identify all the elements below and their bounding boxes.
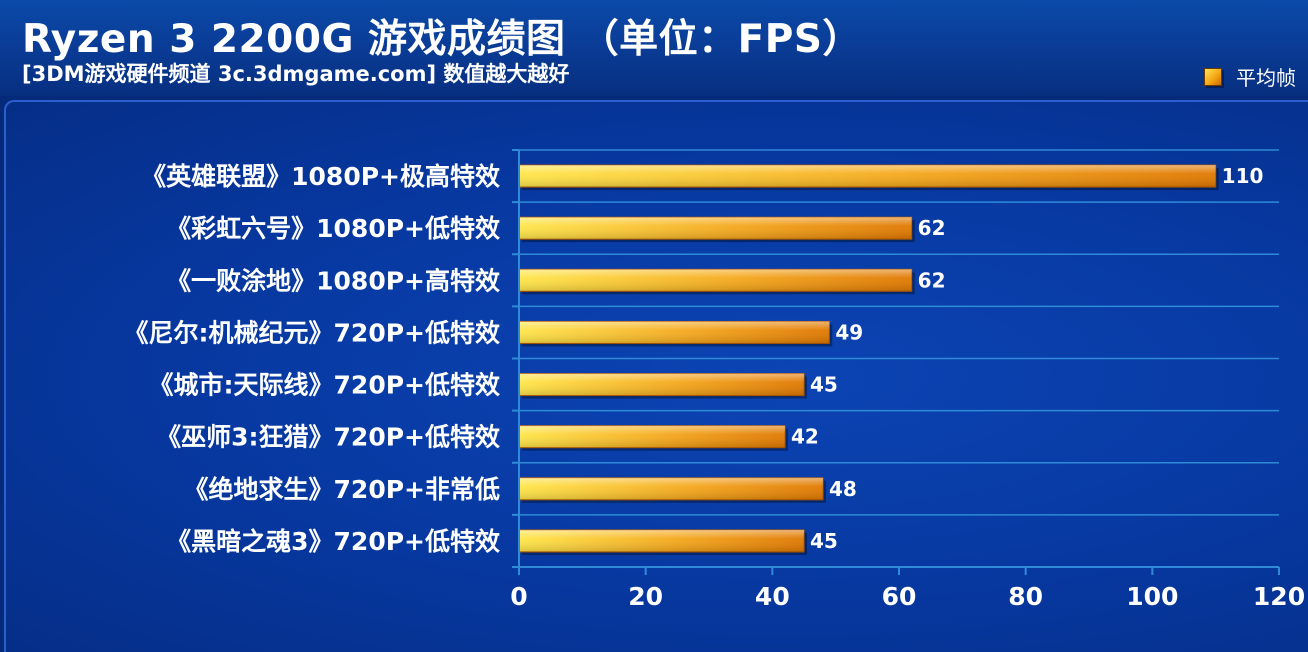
chart-subtitle: [3DM游戏硬件频道 3c.3dmgame.com] 数值越大越好 [22, 62, 570, 86]
data-label: 45 [810, 529, 838, 553]
category-label: 《巫师3:狂猎》720P+低特效 [156, 423, 500, 452]
category-label: 《尼尔:机械纪元》720P+低特效 [124, 318, 500, 347]
bar-highlight [519, 321, 830, 344]
bar-highlight [519, 425, 785, 448]
bar-highlight [519, 373, 804, 396]
data-label: 48 [829, 477, 857, 501]
category-label: 《黑暗之魂3》720P+低特效 [166, 527, 500, 556]
data-label: 45 [810, 373, 838, 397]
category-label: 《英雄联盟》1080P+极高特效 [141, 162, 500, 191]
x-tick-label: 100 [1126, 582, 1178, 611]
bar-highlight [519, 529, 804, 552]
x-tick-label: 60 [882, 582, 917, 611]
header-banner: Ryzen 3 2200G 游戏成绩图 （单位：FPS） [3DM游戏硬件频道 … [0, 0, 1308, 96]
data-label: 49 [835, 320, 863, 344]
legend: 平均帧 [1204, 62, 1296, 91]
x-tick-label: 40 [755, 582, 790, 611]
x-tick-label: 20 [628, 582, 663, 611]
data-label: 62 [918, 268, 946, 292]
x-tick-label: 80 [1008, 582, 1043, 611]
bar-highlight [519, 269, 912, 292]
category-label: 《城市:天际线》720P+低特效 [149, 371, 500, 400]
data-label: 110 [1222, 164, 1264, 188]
chart-title: Ryzen 3 2200G 游戏成绩图 （单位：FPS） [22, 17, 862, 62]
legend-swatch [1204, 67, 1222, 86]
category-label: 《一败涂地》1080P+高特效 [166, 266, 500, 295]
bar-highlight [519, 217, 912, 240]
legend-label: 平均帧 [1236, 66, 1296, 90]
data-label: 42 [791, 425, 819, 449]
bar-highlight [519, 477, 823, 500]
category-label: 《彩虹六号》1080P+低特效 [166, 214, 500, 243]
category-label: 《绝地求生》720P+非常低 [184, 475, 500, 504]
x-tick-label: 0 [510, 582, 527, 611]
data-label: 62 [918, 216, 946, 240]
x-tick-label: 120 [1253, 582, 1305, 611]
bar-highlight [519, 165, 1216, 188]
